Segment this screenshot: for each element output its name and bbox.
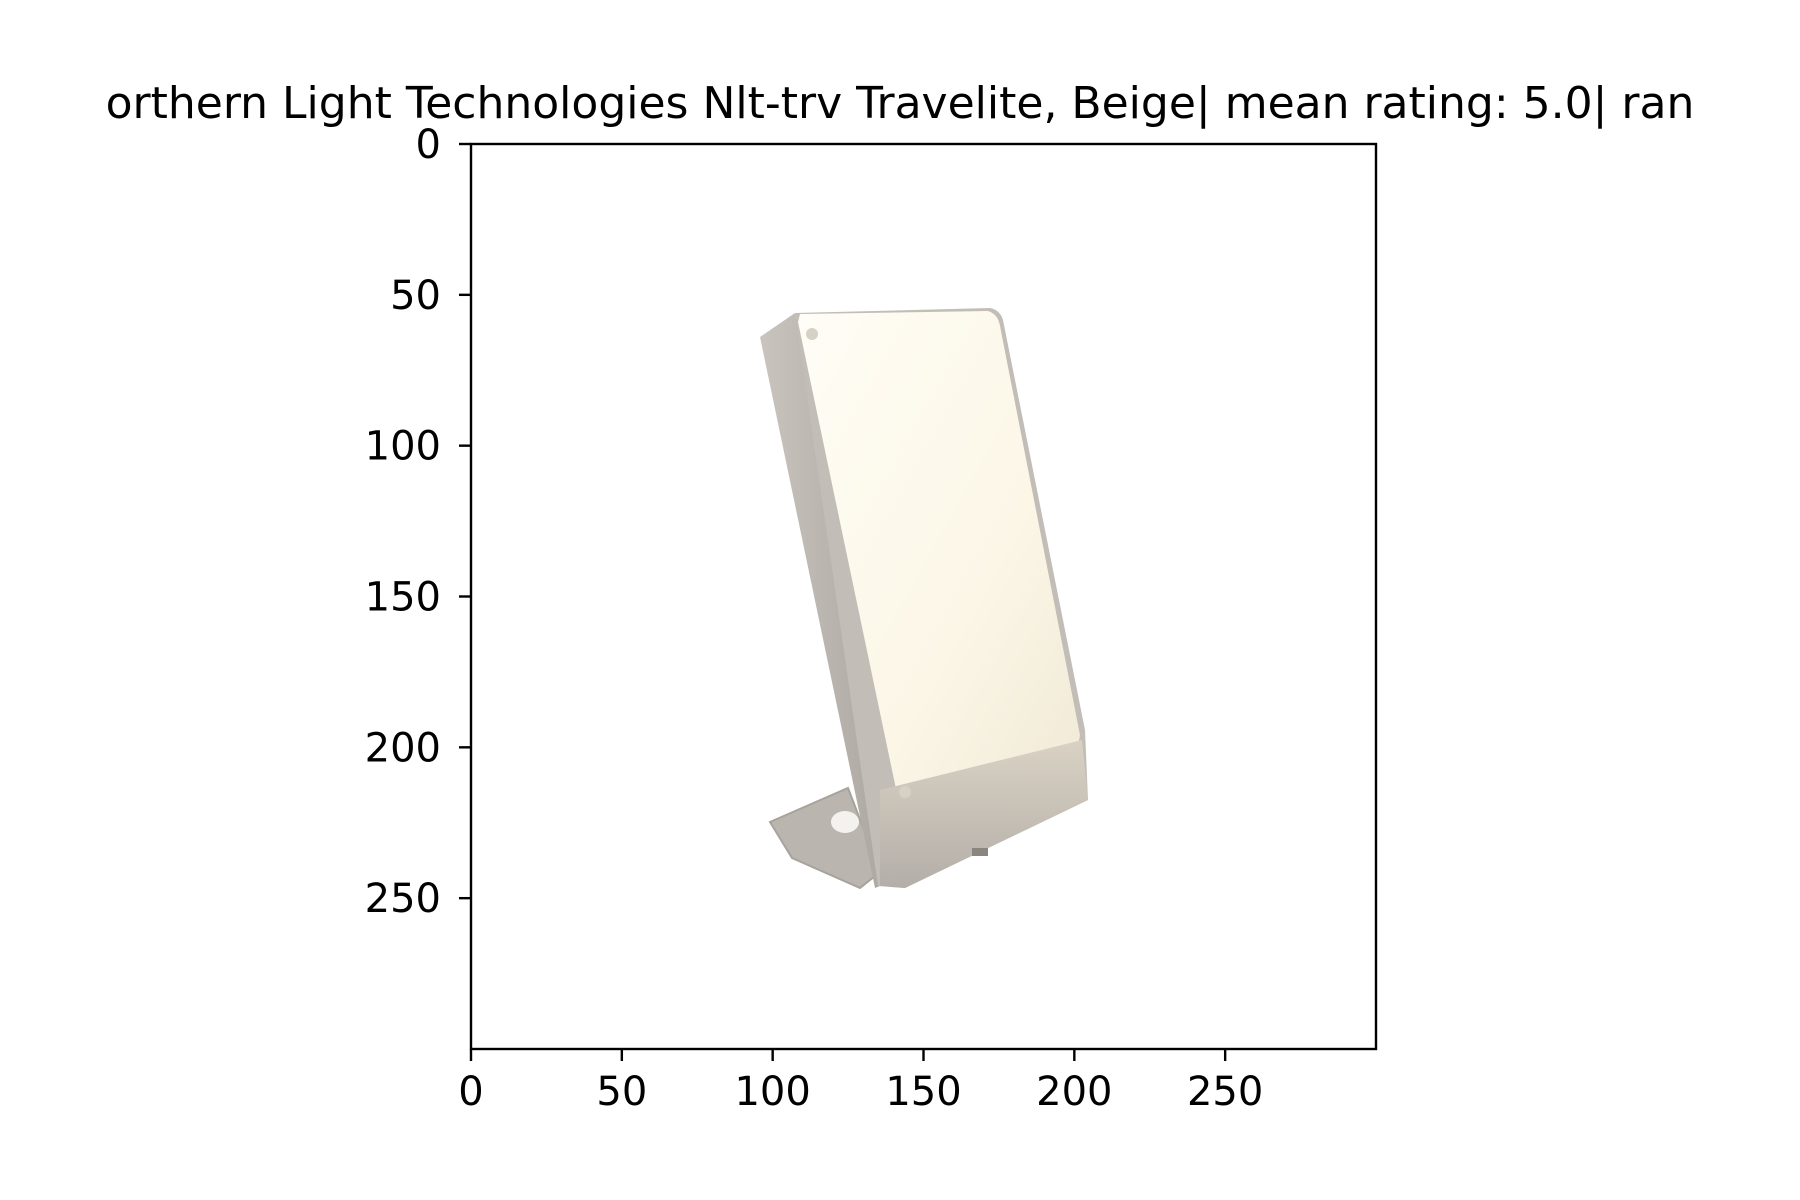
lamp-light-panel xyxy=(798,311,1080,817)
y-tick-label: 200 xyxy=(365,725,441,771)
x-axis-ticks: 0 50 100 150 200 250 xyxy=(458,1049,1263,1115)
light-therapy-lamp-icon xyxy=(760,308,1088,890)
x-tick-label: 100 xyxy=(734,1069,810,1115)
x-tick-label: 50 xyxy=(596,1069,647,1115)
lamp-foot xyxy=(972,848,988,856)
x-tick-label: 150 xyxy=(885,1069,961,1115)
lamp-screw-top xyxy=(806,328,818,340)
y-tick-label: 0 xyxy=(416,122,441,168)
chart-title: orthern Light Technologies Nlt-trv Trave… xyxy=(106,78,1695,129)
x-tick-label: 200 xyxy=(1036,1069,1112,1115)
plot-area xyxy=(471,144,1376,1049)
y-tick-label: 50 xyxy=(390,273,441,319)
lamp-screw-bottom xyxy=(899,786,911,798)
lamp-base xyxy=(880,740,1088,888)
lamp-stand-hole xyxy=(831,811,859,833)
y-axis-ticks: 0 50 100 150 200 250 xyxy=(365,122,471,922)
x-tick-label: 250 xyxy=(1187,1069,1263,1115)
y-tick-label: 250 xyxy=(365,876,441,922)
y-tick-label: 100 xyxy=(365,424,441,470)
y-tick-label: 150 xyxy=(365,575,441,621)
x-tick-label: 0 xyxy=(458,1069,483,1115)
